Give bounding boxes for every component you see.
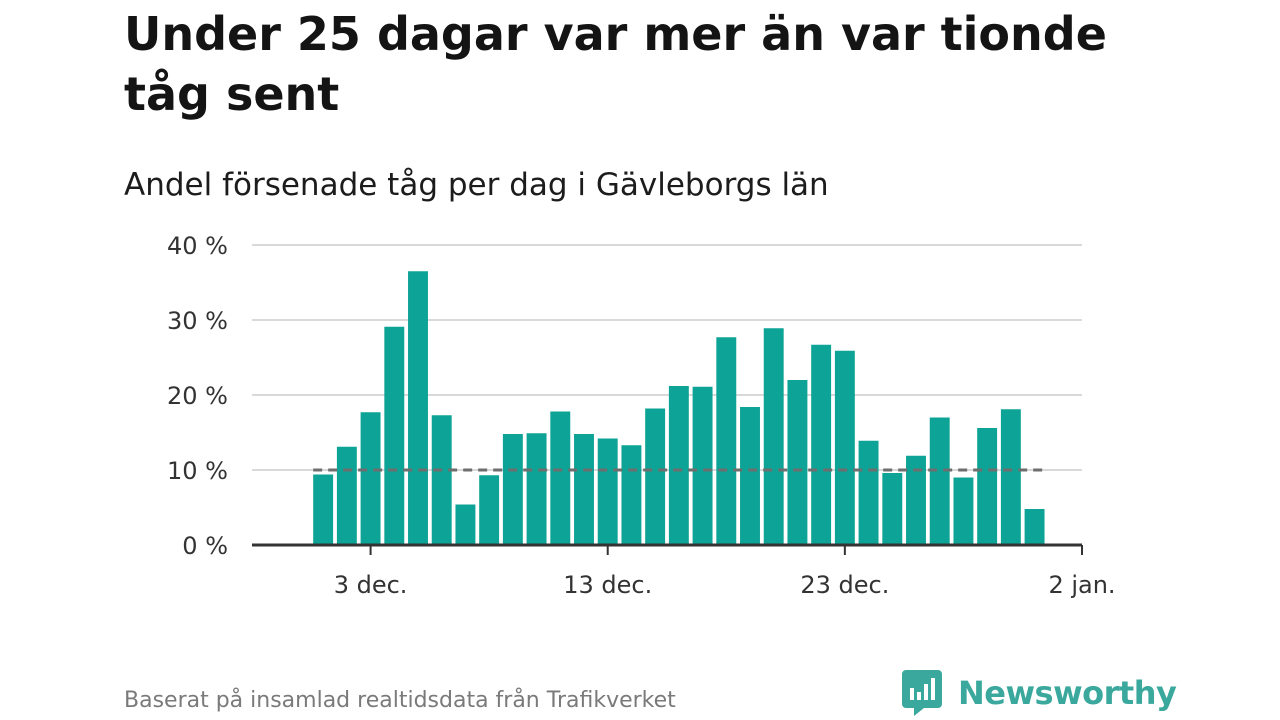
- bar: [668, 386, 689, 545]
- x-tick-label: 13 dec.: [563, 571, 652, 599]
- bar: [550, 411, 571, 545]
- bar: [716, 337, 737, 545]
- y-tick-label: 10 %: [167, 457, 228, 485]
- y-tick-label: 40 %: [167, 232, 228, 260]
- bar: [763, 328, 784, 545]
- bar: [621, 445, 642, 545]
- bar: [313, 474, 334, 545]
- bar: [1000, 409, 1021, 545]
- bar: [526, 433, 547, 545]
- bar: [360, 412, 381, 545]
- chart-subtitle: Andel försenade tåg per dag i Gävleborgs…: [124, 167, 829, 203]
- y-tick-label: 20 %: [167, 382, 228, 410]
- x-axis-tick-labels: 3 dec. 13 dec. 23 dec. 2 jan.: [334, 571, 1116, 599]
- x-tick-label: 23 dec.: [800, 571, 889, 599]
- bar: [408, 271, 428, 545]
- bars: [313, 271, 1045, 545]
- chart-title: Under 25 dagar var mer än var tionde tåg…: [124, 7, 1107, 121]
- bar: [929, 417, 950, 545]
- bar-chart: 0 % 10 % 20 % 30 % 40 % 3 dec. 13 dec. 23 dec.…: [167, 232, 1116, 599]
- brand-name: Newsworthy: [958, 674, 1177, 712]
- bar: [455, 504, 476, 545]
- source-note: Baserat på insamlad realtidsdata från Tr…: [124, 688, 676, 713]
- bar: [479, 475, 500, 545]
- bar: [384, 326, 405, 545]
- brand[interactable]: Newsworthy: [902, 670, 1177, 716]
- bar: [953, 477, 974, 545]
- bar: [834, 350, 855, 545]
- bar: [336, 446, 357, 545]
- bar: [1024, 509, 1045, 545]
- y-tick-label: 30 %: [167, 307, 228, 335]
- bar: [906, 455, 926, 545]
- bar: [882, 473, 903, 545]
- bar: [431, 415, 452, 545]
- bar: [597, 438, 618, 545]
- x-axis: [252, 543, 1083, 555]
- y-tick-label: 0 %: [182, 532, 228, 560]
- bar: [645, 408, 666, 545]
- x-tick-label: 3 dec.: [334, 571, 408, 599]
- bar: [977, 428, 998, 545]
- bar: [787, 380, 808, 545]
- bar-chart-speech-bubble-icon: [902, 670, 942, 716]
- bar: [574, 434, 594, 545]
- x-tick-label: 2 jan.: [1048, 571, 1115, 599]
- bar: [740, 407, 760, 545]
- bar: [811, 344, 832, 545]
- y-axis-tick-labels: 0 % 10 % 20 % 30 % 40 %: [167, 232, 228, 560]
- bar: [858, 440, 879, 545]
- bar: [692, 386, 713, 545]
- bar: [502, 434, 523, 545]
